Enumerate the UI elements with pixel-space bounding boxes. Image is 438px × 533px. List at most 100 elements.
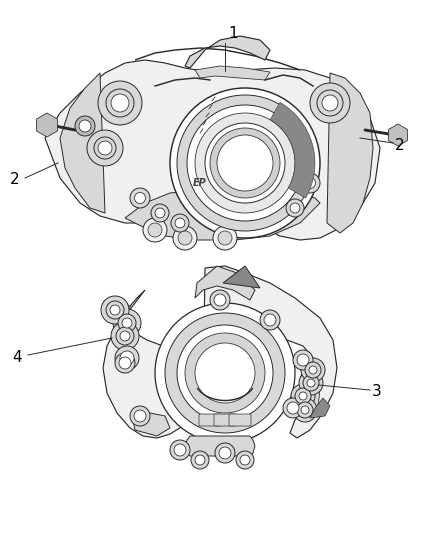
Circle shape [287, 402, 299, 414]
Circle shape [119, 357, 131, 369]
Circle shape [260, 310, 280, 330]
Circle shape [215, 443, 235, 463]
Text: 2: 2 [10, 173, 20, 188]
Circle shape [173, 226, 197, 250]
Circle shape [106, 301, 124, 319]
Circle shape [297, 354, 309, 366]
Circle shape [177, 325, 273, 421]
Polygon shape [195, 66, 270, 80]
Circle shape [178, 231, 192, 245]
Circle shape [264, 314, 276, 326]
Circle shape [286, 199, 304, 217]
Circle shape [299, 392, 307, 400]
Circle shape [214, 294, 226, 306]
Wedge shape [270, 102, 315, 198]
Circle shape [98, 81, 142, 125]
Circle shape [191, 451, 209, 469]
Circle shape [317, 90, 343, 116]
Polygon shape [133, 413, 170, 436]
Polygon shape [60, 73, 105, 213]
Circle shape [304, 177, 315, 189]
Polygon shape [113, 300, 130, 350]
Circle shape [79, 120, 91, 132]
Polygon shape [223, 266, 260, 288]
Circle shape [310, 83, 350, 123]
Circle shape [205, 123, 285, 203]
Circle shape [300, 173, 320, 193]
Circle shape [155, 208, 165, 218]
Circle shape [110, 305, 120, 315]
Circle shape [307, 379, 315, 387]
Polygon shape [310, 398, 330, 418]
Circle shape [291, 384, 315, 408]
Circle shape [213, 226, 237, 250]
Circle shape [219, 447, 231, 459]
FancyBboxPatch shape [199, 414, 221, 426]
Circle shape [165, 313, 285, 433]
Circle shape [293, 350, 313, 370]
Circle shape [195, 343, 255, 403]
Circle shape [101, 296, 129, 324]
Circle shape [322, 95, 338, 111]
Circle shape [240, 455, 250, 465]
Circle shape [185, 333, 265, 413]
Circle shape [290, 203, 300, 213]
Text: 4: 4 [12, 350, 21, 365]
Text: 1: 1 [228, 26, 238, 41]
FancyBboxPatch shape [229, 414, 251, 426]
Circle shape [148, 223, 162, 237]
Polygon shape [45, 60, 380, 240]
Polygon shape [103, 266, 337, 438]
Circle shape [122, 318, 132, 328]
Circle shape [134, 192, 145, 204]
Circle shape [87, 130, 123, 166]
Circle shape [195, 113, 295, 213]
Circle shape [283, 398, 303, 418]
Circle shape [98, 141, 112, 155]
FancyBboxPatch shape [214, 414, 236, 426]
Circle shape [171, 214, 189, 232]
Circle shape [113, 309, 141, 337]
Circle shape [309, 366, 317, 374]
Text: EP: EP [193, 178, 207, 188]
Circle shape [143, 218, 167, 242]
Circle shape [195, 455, 205, 465]
Circle shape [111, 94, 129, 112]
Circle shape [297, 402, 313, 418]
Polygon shape [195, 266, 255, 300]
Circle shape [301, 406, 309, 414]
Circle shape [120, 331, 130, 341]
Circle shape [116, 327, 134, 345]
Circle shape [106, 89, 134, 117]
Circle shape [75, 116, 95, 136]
Circle shape [293, 398, 317, 422]
Polygon shape [185, 36, 270, 68]
Circle shape [115, 346, 139, 370]
Polygon shape [327, 73, 373, 233]
Circle shape [120, 351, 134, 365]
Circle shape [134, 410, 146, 422]
Circle shape [187, 105, 303, 221]
Circle shape [170, 440, 190, 460]
Circle shape [210, 128, 280, 198]
Circle shape [299, 371, 323, 395]
Circle shape [130, 188, 150, 208]
Circle shape [115, 353, 135, 373]
Circle shape [295, 388, 311, 404]
Circle shape [174, 444, 186, 456]
Circle shape [118, 314, 136, 332]
Circle shape [217, 135, 273, 191]
Circle shape [301, 358, 325, 382]
Circle shape [94, 137, 116, 159]
Circle shape [151, 204, 169, 222]
Circle shape [210, 290, 230, 310]
Circle shape [177, 95, 313, 231]
Polygon shape [389, 124, 407, 146]
Circle shape [170, 88, 320, 238]
Circle shape [111, 322, 139, 350]
Circle shape [303, 375, 319, 391]
Circle shape [130, 406, 150, 426]
Polygon shape [125, 190, 320, 240]
Circle shape [175, 218, 185, 228]
Circle shape [236, 451, 254, 469]
